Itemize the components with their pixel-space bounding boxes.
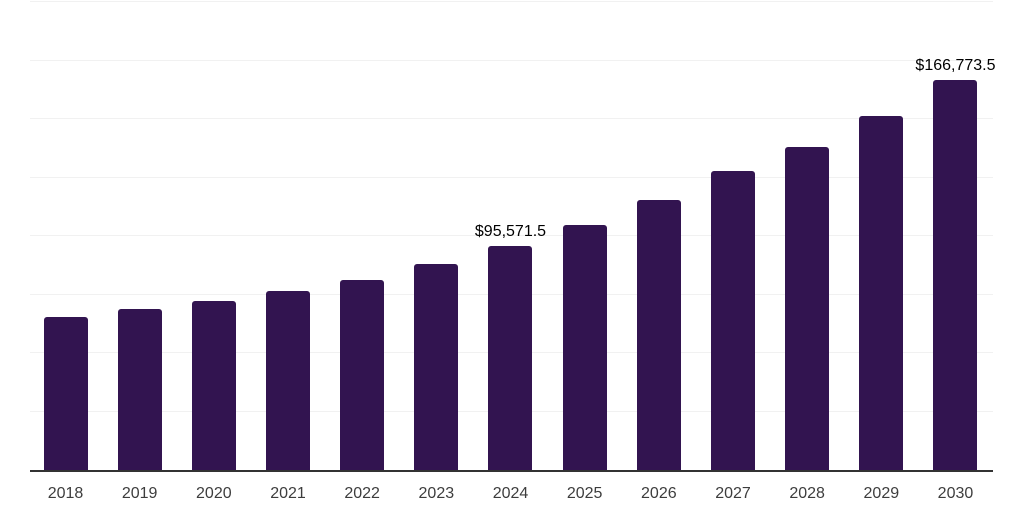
bar xyxy=(43,316,88,470)
bar xyxy=(859,116,904,470)
gridline xyxy=(30,59,993,61)
bar-value-label: $166,773.5 xyxy=(915,56,996,74)
x-tick-label: 2022 xyxy=(344,485,380,502)
x-tick-label: 2029 xyxy=(863,485,900,502)
x-axis-line xyxy=(30,470,993,472)
x-tick-label: 2018 xyxy=(47,485,84,502)
bar xyxy=(636,199,681,470)
gridline xyxy=(30,118,993,119)
bar xyxy=(562,224,607,470)
x-tick-label: 2030 xyxy=(937,485,974,502)
x-tick-label: 2027 xyxy=(715,485,751,502)
bar xyxy=(265,291,310,470)
x-tick-label: 2028 xyxy=(789,485,825,502)
bar xyxy=(414,263,459,470)
x-tick-label: 2023 xyxy=(418,485,455,502)
x-tick-label: 2026 xyxy=(641,485,677,502)
bar xyxy=(488,246,533,470)
bar xyxy=(785,147,830,470)
x-tick-label: 2024 xyxy=(492,485,529,502)
bar xyxy=(710,171,755,470)
gridline xyxy=(30,235,993,236)
x-tick-label: 2019 xyxy=(121,485,158,502)
x-tick-label: 2025 xyxy=(566,485,603,502)
bar xyxy=(933,79,978,470)
x-tick-label: 2020 xyxy=(196,485,232,502)
gridline xyxy=(30,176,993,178)
x-tick-label: 2021 xyxy=(270,485,306,502)
bar xyxy=(117,308,162,470)
bar xyxy=(340,279,385,470)
bar-value-label: $95,571.5 xyxy=(474,223,547,241)
gridline xyxy=(30,1,993,2)
bar xyxy=(191,301,236,470)
plot-area: $95,571.5 $166,773.5 xyxy=(30,1,996,472)
